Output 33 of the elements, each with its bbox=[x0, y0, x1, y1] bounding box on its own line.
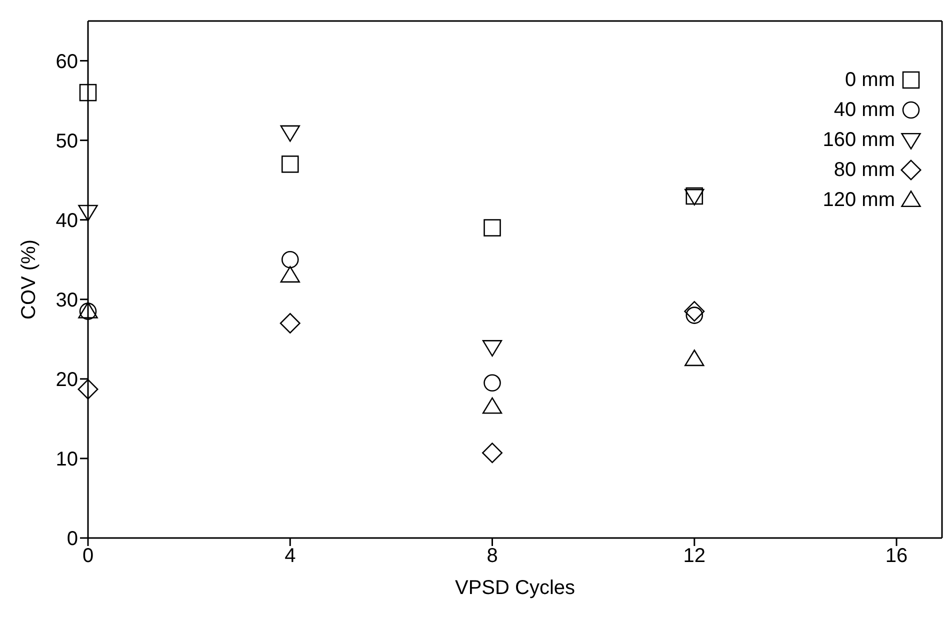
x-tick-label: 4 bbox=[284, 545, 296, 568]
point bbox=[684, 350, 704, 366]
point bbox=[280, 312, 300, 334]
point bbox=[684, 301, 705, 322]
legend-label: 160 mm bbox=[822, 128, 895, 152]
y-tick-label: 60 bbox=[56, 50, 78, 73]
x-tick-label: 8 bbox=[486, 545, 498, 568]
point bbox=[484, 219, 501, 236]
legend-label: 40 mm bbox=[834, 98, 895, 122]
point bbox=[281, 156, 299, 173]
legend-label: 80 mm bbox=[834, 158, 895, 182]
point bbox=[482, 397, 502, 414]
x-axis-title: VPSD Cycles bbox=[454, 577, 576, 599]
y-tick-label: 20 bbox=[56, 369, 78, 392]
point bbox=[484, 374, 501, 392]
point bbox=[482, 442, 503, 464]
point bbox=[280, 125, 300, 142]
y-tick-label: 50 bbox=[56, 130, 78, 152]
x-tick-label: 12 bbox=[683, 545, 706, 568]
y-tick-label: 40 bbox=[56, 210, 78, 232]
point bbox=[79, 84, 97, 102]
y-tick-label: 0 bbox=[66, 528, 78, 550]
point bbox=[78, 379, 98, 400]
point bbox=[281, 250, 299, 268]
point bbox=[280, 266, 300, 283]
y-tick-label: 10 bbox=[56, 448, 78, 471]
y-tick-label: 30 bbox=[56, 289, 78, 312]
x-tick-label: 16 bbox=[885, 545, 908, 568]
y-axis-title: COV (%) bbox=[18, 240, 40, 320]
point bbox=[78, 204, 98, 222]
legend-label: 0 mm bbox=[845, 68, 895, 92]
legend-label: 120 mm bbox=[822, 188, 895, 212]
x-tick-label: 0 bbox=[82, 545, 94, 568]
